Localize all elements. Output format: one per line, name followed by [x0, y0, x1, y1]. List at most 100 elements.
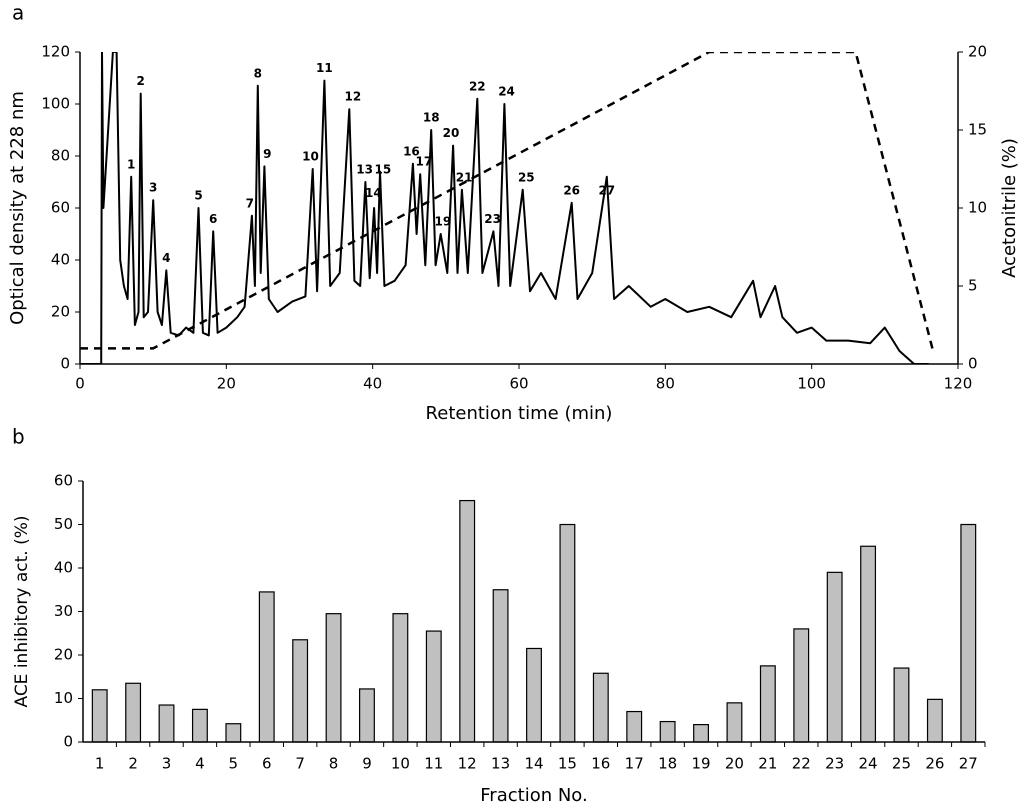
y-axis-label: Optical density at 228 nm [7, 91, 28, 325]
bar [860, 545, 877, 743]
x-tick-label: 16 [591, 755, 610, 773]
peak-label: 17 [416, 155, 433, 169]
peak-label: 6 [209, 212, 217, 226]
y-tick-label: 10 [54, 689, 73, 707]
x-tick-label: 1 [95, 755, 105, 773]
bar [526, 647, 542, 743]
bar [392, 613, 409, 743]
peak-label: 21 [456, 170, 473, 184]
x-tick-label: 0 [75, 375, 85, 393]
bar [960, 523, 977, 743]
y-tick-label: 60 [51, 199, 70, 217]
bar [191, 708, 208, 743]
bar [325, 613, 342, 743]
bar [893, 667, 910, 743]
peak-label: 23 [484, 212, 501, 226]
bar [592, 672, 609, 743]
chromatogram-line [80, 52, 929, 364]
peak-label: 13 [356, 163, 373, 177]
y2-tick-label: 15 [968, 121, 987, 139]
x-axis-label: Retention time (min) [426, 403, 613, 424]
y-tick-label: 40 [51, 251, 70, 269]
bar [292, 639, 309, 743]
x-tick-label: 6 [262, 755, 272, 773]
bar [91, 689, 108, 743]
x-tick-label: 12 [458, 755, 477, 773]
y-tick-label: 30 [54, 602, 73, 620]
x-tick-label: 15 [558, 755, 577, 773]
x-axis-label: Fraction No. [480, 785, 587, 806]
x-tick-label: 26 [925, 755, 944, 773]
x-tick-label: 24 [859, 755, 878, 773]
peak-label: 26 [563, 183, 580, 197]
bar [559, 523, 576, 743]
peak-label: 25 [518, 170, 535, 184]
panel-title: a [12, 1, 24, 25]
gradient-line [80, 52, 934, 350]
y-axis-label: ACE inhibitory act. (%) [12, 515, 32, 707]
peak-label: 7 [246, 196, 254, 210]
x-tick-label: 7 [295, 755, 305, 773]
x-tick-label: 27 [959, 755, 978, 773]
peak-label: 12 [345, 90, 362, 104]
bar [225, 723, 242, 743]
peak-label: 5 [194, 189, 202, 203]
y2-axis-label: Acetonitrile (%) [999, 138, 1020, 278]
bar [826, 571, 843, 743]
bar [726, 702, 743, 743]
y-tick-label: 20 [51, 303, 70, 321]
peak-label: 16 [403, 144, 420, 158]
y2-tick-label: 0 [968, 355, 978, 373]
y-tick-label: 40 [54, 559, 73, 577]
y-tick-label: 0 [63, 733, 73, 751]
bar [926, 698, 943, 743]
bar [626, 710, 643, 743]
bar [759, 665, 776, 743]
peak-label: 1 [127, 157, 135, 171]
y2-tick-label: 20 [968, 43, 987, 61]
peak-label: 8 [254, 66, 262, 80]
peak-label: 14 [365, 186, 382, 200]
x-tick-label: 80 [656, 375, 675, 393]
x-tick-label: 14 [524, 755, 543, 773]
x-tick-label: 20 [725, 755, 744, 773]
x-tick-label: 18 [658, 755, 677, 773]
peak-label: 19 [435, 215, 452, 229]
x-tick-label: 40 [363, 375, 382, 393]
x-tick-label: 10 [391, 755, 410, 773]
bar [459, 499, 476, 743]
y-tick-label: 100 [41, 95, 70, 113]
bar [125, 682, 142, 743]
bar [359, 688, 375, 743]
peak-label: 4 [162, 251, 170, 265]
x-tick-label: 60 [509, 375, 528, 393]
peak-label: 2 [137, 74, 145, 88]
x-tick-label: 25 [892, 755, 911, 773]
bar [659, 720, 676, 743]
x-tick-label: 2 [128, 755, 138, 773]
x-tick-label: 3 [162, 755, 172, 773]
x-tick-label: 5 [229, 755, 239, 773]
plot-area [80, 52, 934, 364]
y2-tick-label: 10 [968, 199, 987, 217]
peak-label: 20 [443, 126, 460, 140]
x-tick-label: 120 [944, 375, 973, 393]
y-tick-label: 20 [54, 646, 73, 664]
x-tick-label: 22 [792, 755, 811, 773]
x-tick-label: 20 [217, 375, 236, 393]
x-tick-label: 100 [797, 375, 826, 393]
peak-label: 10 [302, 150, 319, 164]
y-tick-label: 50 [54, 515, 73, 533]
panel-title: b [12, 425, 25, 449]
x-tick-label: 17 [625, 755, 644, 773]
peak-label: 24 [498, 85, 515, 99]
y-tick-label: 80 [51, 147, 70, 165]
x-tick-label: 8 [329, 755, 339, 773]
peak-label: 9 [263, 147, 271, 161]
bar [425, 630, 442, 743]
x-tick-label: 13 [491, 755, 510, 773]
bar [492, 589, 509, 743]
x-tick-label: 11 [424, 755, 443, 773]
x-tick-label: 9 [362, 755, 372, 773]
